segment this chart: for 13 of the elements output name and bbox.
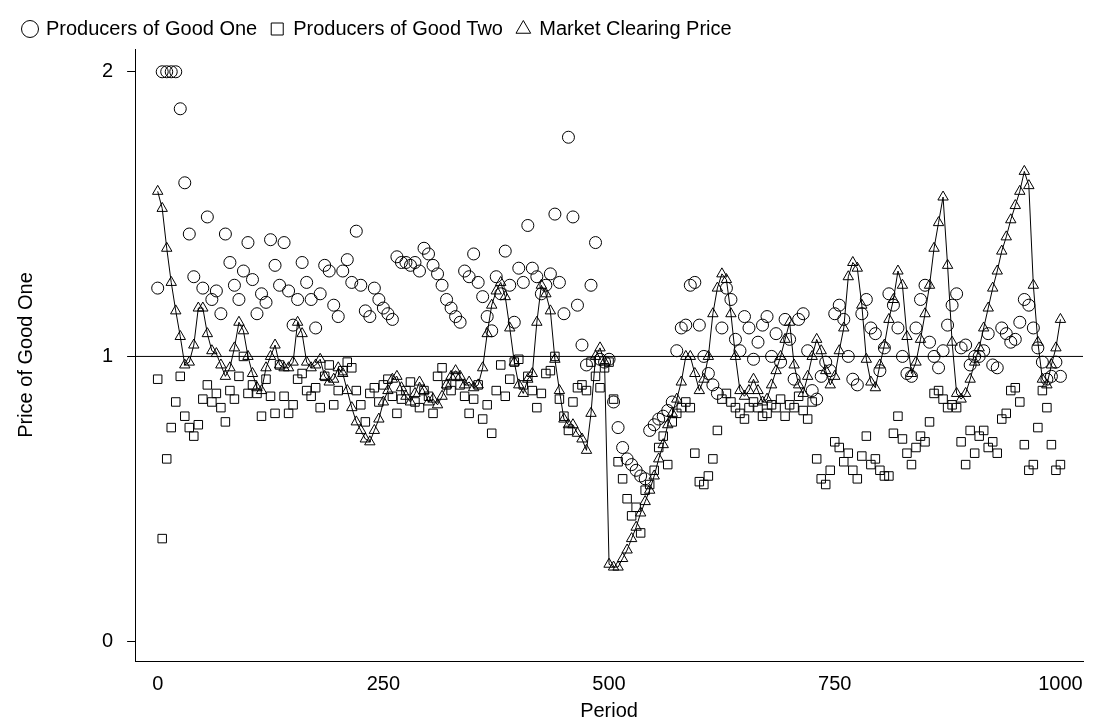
x-tick-label: 500	[592, 671, 626, 694]
y-axis-title: Price of Good One	[13, 272, 36, 438]
x-axis-title: Period	[580, 698, 638, 721]
x-tick-label: 750	[818, 671, 852, 694]
y-tick-label: 1	[102, 343, 114, 366]
x-tick-label: 1000	[1038, 671, 1083, 694]
y-tick-label: 0	[102, 628, 114, 651]
legend-label: Market Clearing Price	[539, 16, 732, 39]
x-tick-label: 250	[366, 671, 401, 694]
legend-label: Producers of Good One	[46, 16, 258, 39]
y-tick-label: 2	[102, 59, 114, 82]
x-tick-label: 0	[152, 671, 164, 694]
legend-label: Producers of Good Two	[293, 16, 503, 39]
